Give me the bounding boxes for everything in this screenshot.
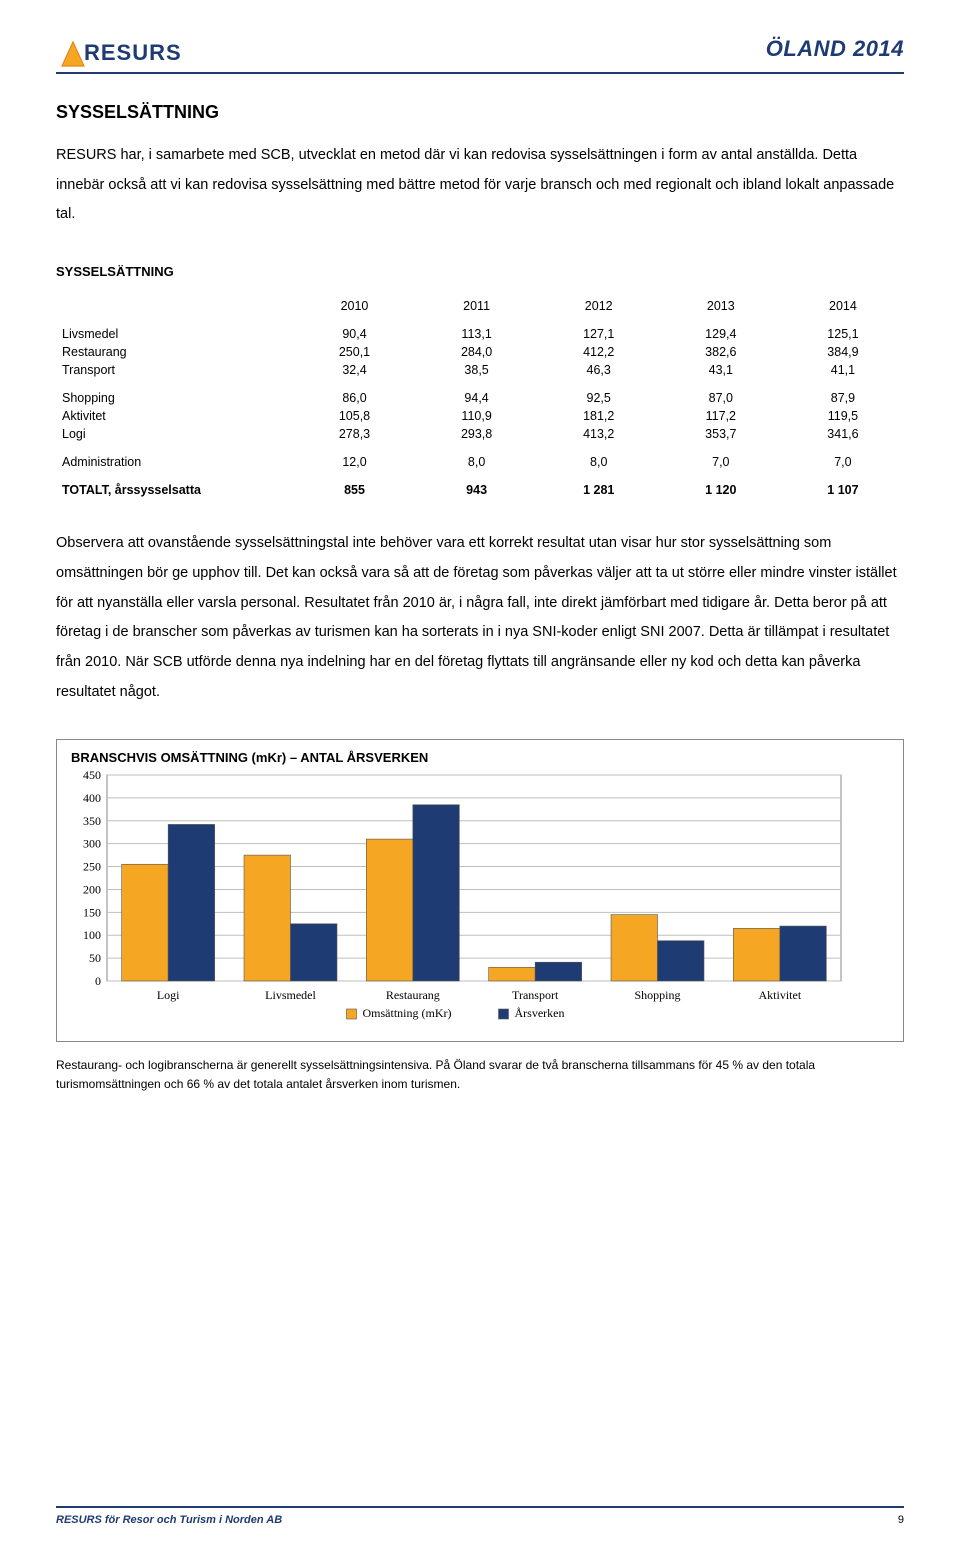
svg-text:Logi: Logi [157, 988, 180, 1002]
svg-text:150: 150 [83, 906, 101, 920]
cell-value: 38,5 [416, 361, 538, 389]
row-label: Transport [56, 361, 293, 389]
cell-value: 46,3 [538, 361, 660, 389]
footer-brand: RESURS för Resor och Turism i Norden AB [56, 1514, 282, 1526]
svg-text:Årsverken: Årsverken [515, 1006, 565, 1020]
svg-text:450: 450 [83, 768, 101, 782]
cell-value: 413,2 [538, 425, 660, 453]
svg-text:250: 250 [83, 860, 101, 874]
cell-value: 43,1 [660, 361, 782, 389]
section-title: SYSSELSÄTTNING [56, 102, 904, 123]
cell-value: 341,6 [782, 425, 904, 453]
total-value: 1 120 [660, 481, 782, 499]
chart-caption: Restaurang- och logibranscherna är gener… [56, 1056, 904, 1093]
cell-value: 353,7 [660, 425, 782, 453]
svg-text:Transport: Transport [512, 988, 559, 1002]
cell-value: 384,9 [782, 343, 904, 361]
cell-value: 32,4 [293, 361, 415, 389]
cell-value: 113,1 [416, 325, 538, 343]
svg-text:Restaurang: Restaurang [386, 988, 440, 1002]
cell-value: 90,4 [293, 325, 415, 343]
year-header: 2013 [660, 297, 782, 325]
cell-value: 278,3 [293, 425, 415, 453]
year-header: 2011 [416, 297, 538, 325]
cell-value: 284,0 [416, 343, 538, 361]
logo: RESURS [56, 36, 182, 70]
svg-text:Shopping: Shopping [634, 988, 680, 1002]
total-value: 1 281 [538, 481, 660, 499]
page-footer: RESURS för Resor och Turism i Norden AB … [56, 1506, 904, 1526]
cell-value: 119,5 [782, 407, 904, 425]
bar-chart: 0 50 100 150 200 250 300 350 400 450 Logi Livsmedel… [71, 767, 889, 1027]
cell-value: 117,2 [660, 407, 782, 425]
row-label: Shopping [56, 389, 293, 407]
total-value: 855 [293, 481, 415, 499]
cell-value: 86,0 [293, 389, 415, 407]
cell-value: 181,2 [538, 407, 660, 425]
row-label: Restaurang [56, 343, 293, 361]
row-label: Logi [56, 425, 293, 453]
cell-value: 94,4 [416, 389, 538, 407]
svg-text:0: 0 [95, 974, 101, 988]
document-title: ÖLAND 2014 [766, 36, 904, 62]
page-number: 9 [898, 1514, 904, 1526]
cell-value: 12,0 [293, 453, 415, 481]
cell-value: 8,0 [538, 453, 660, 481]
page-header: RESURS ÖLAND 2014 [56, 36, 904, 74]
cell-value: 41,1 [782, 361, 904, 389]
svg-text:300: 300 [83, 837, 101, 851]
svg-text:50: 50 [89, 952, 101, 966]
chart-container: BRANSCHVIS OMSÄTTNING (mKr) – ANTAL ÅRSV… [56, 739, 904, 1042]
cell-value: 129,4 [660, 325, 782, 343]
logo-text: RESURS [84, 40, 182, 66]
svg-text:Aktivitet: Aktivitet [758, 988, 801, 1002]
cell-value: 110,9 [416, 407, 538, 425]
cell-value: 412,2 [538, 343, 660, 361]
svg-text:Omsättning (mKr): Omsättning (mKr) [363, 1006, 452, 1020]
svg-text:350: 350 [83, 814, 101, 828]
cell-value: 7,0 [782, 453, 904, 481]
total-value: 1 107 [782, 481, 904, 499]
row-label: Aktivitet [56, 407, 293, 425]
svg-text:400: 400 [83, 791, 101, 805]
cell-value: 382,6 [660, 343, 782, 361]
cell-value: 87,0 [660, 389, 782, 407]
chart-title: BRANSCHVIS OMSÄTTNING (mKr) – ANTAL ÅRSV… [71, 750, 889, 765]
year-header: 2014 [782, 297, 904, 325]
svg-text:100: 100 [83, 929, 101, 943]
year-header: 2012 [538, 297, 660, 325]
cell-value: 125,1 [782, 325, 904, 343]
row-label: Administration [56, 453, 293, 481]
cell-value: 87,9 [782, 389, 904, 407]
intro-paragraph: RESURS har, i samarbete med SCB, utveckl… [56, 141, 904, 230]
cell-value: 293,8 [416, 425, 538, 453]
total-value: 943 [416, 481, 538, 499]
table-heading: SYSSELSÄTTNING [56, 264, 904, 279]
cell-value: 7,0 [660, 453, 782, 481]
cell-value: 105,8 [293, 407, 415, 425]
row-label: Livsmedel [56, 325, 293, 343]
svg-text:Livsmedel: Livsmedel [265, 988, 316, 1002]
total-label: TOTALT, årssysselsatta [56, 481, 293, 499]
cell-value: 127,1 [538, 325, 660, 343]
year-header: 2010 [293, 297, 415, 325]
employment-table: 20102011201220132014Livsmedel90,4113,112… [56, 297, 904, 499]
cell-value: 250,1 [293, 343, 415, 361]
cell-value: 92,5 [538, 389, 660, 407]
svg-text:200: 200 [83, 883, 101, 897]
after-table-paragraph: Observera att ovanstående sysselsättning… [56, 529, 904, 707]
cell-value: 8,0 [416, 453, 538, 481]
